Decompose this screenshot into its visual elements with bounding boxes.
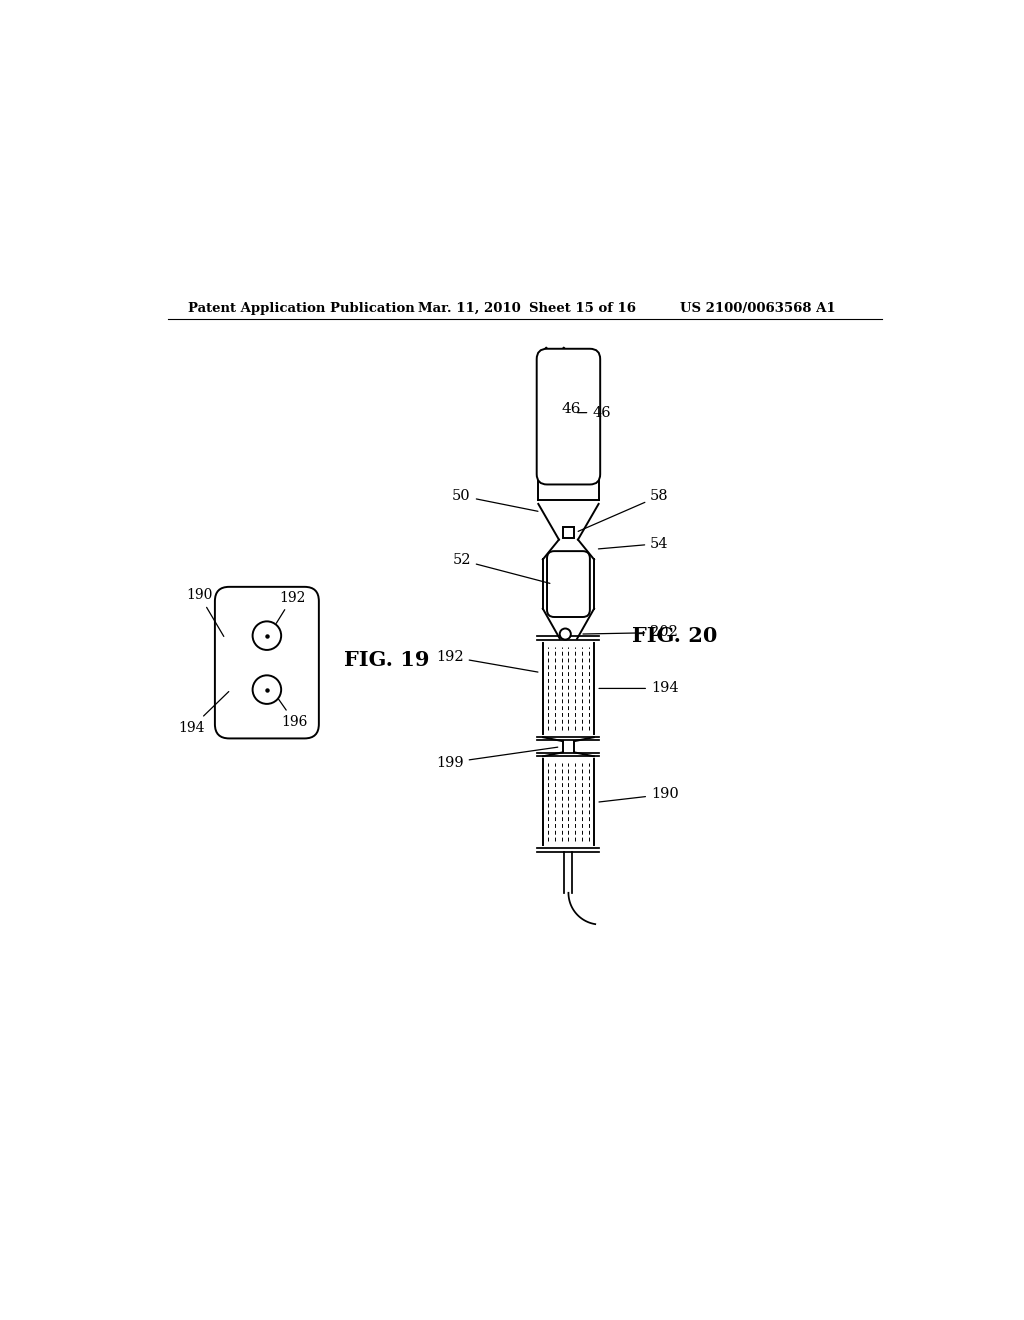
Text: 196: 196 <box>279 700 308 729</box>
Text: 46: 46 <box>578 405 611 420</box>
Text: 46: 46 <box>561 401 581 416</box>
Text: Patent Application Publication: Patent Application Publication <box>187 302 415 315</box>
Circle shape <box>253 622 282 649</box>
Text: 192: 192 <box>436 649 538 672</box>
Circle shape <box>560 628 570 640</box>
Text: 52: 52 <box>453 553 550 583</box>
FancyBboxPatch shape <box>215 587 318 738</box>
Text: 190: 190 <box>186 589 224 636</box>
Text: Mar. 11, 2010: Mar. 11, 2010 <box>418 302 520 315</box>
Text: FIG. 20: FIG. 20 <box>632 627 717 647</box>
Text: 194: 194 <box>178 692 228 735</box>
Text: 194: 194 <box>599 681 679 696</box>
Text: 202: 202 <box>583 626 678 639</box>
Text: FIG. 19: FIG. 19 <box>344 651 429 671</box>
Bar <box>563 527 574 539</box>
FancyBboxPatch shape <box>547 552 590 616</box>
FancyBboxPatch shape <box>537 348 600 484</box>
Text: US 2100/0063568 A1: US 2100/0063568 A1 <box>680 302 836 315</box>
Circle shape <box>253 676 282 704</box>
Text: Sheet 15 of 16: Sheet 15 of 16 <box>528 302 636 315</box>
Text: 58: 58 <box>579 488 669 532</box>
Text: 192: 192 <box>276 590 305 623</box>
Text: 190: 190 <box>599 787 679 803</box>
Text: 199: 199 <box>436 747 558 770</box>
Text: 54: 54 <box>598 537 669 550</box>
Text: 50: 50 <box>453 488 538 511</box>
